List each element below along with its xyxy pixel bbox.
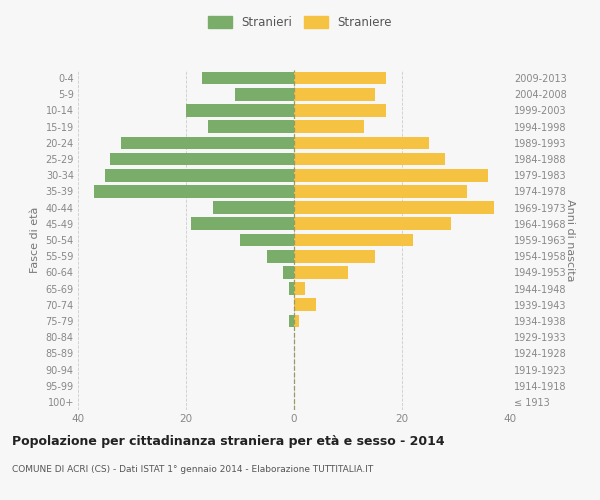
Bar [294, 169, 488, 181]
Bar [121, 136, 294, 149]
Bar [294, 120, 364, 133]
Bar [294, 72, 386, 85]
Bar [294, 314, 299, 328]
Bar [294, 185, 467, 198]
Bar [294, 298, 316, 311]
Bar [110, 152, 294, 166]
Bar [294, 136, 429, 149]
Bar [213, 202, 294, 214]
Bar [294, 202, 494, 214]
Bar [240, 234, 294, 246]
Bar [94, 185, 294, 198]
Bar [283, 266, 294, 278]
Bar [294, 234, 413, 246]
Bar [294, 88, 375, 101]
Bar [267, 250, 294, 262]
Bar [235, 88, 294, 101]
Bar [294, 152, 445, 166]
Bar [294, 282, 305, 295]
Legend: Stranieri, Straniere: Stranieri, Straniere [203, 11, 397, 34]
Bar [294, 218, 451, 230]
Y-axis label: Anni di nascita: Anni di nascita [565, 198, 575, 281]
Bar [294, 266, 348, 278]
Bar [202, 72, 294, 85]
Bar [191, 218, 294, 230]
Y-axis label: Fasce di età: Fasce di età [30, 207, 40, 273]
Bar [294, 104, 386, 117]
Bar [294, 250, 375, 262]
Bar [186, 104, 294, 117]
Bar [208, 120, 294, 133]
Bar [105, 169, 294, 181]
Bar [289, 314, 294, 328]
Text: COMUNE DI ACRI (CS) - Dati ISTAT 1° gennaio 2014 - Elaborazione TUTTITALIA.IT: COMUNE DI ACRI (CS) - Dati ISTAT 1° genn… [12, 465, 373, 474]
Text: Popolazione per cittadinanza straniera per età e sesso - 2014: Popolazione per cittadinanza straniera p… [12, 435, 445, 448]
Bar [289, 282, 294, 295]
